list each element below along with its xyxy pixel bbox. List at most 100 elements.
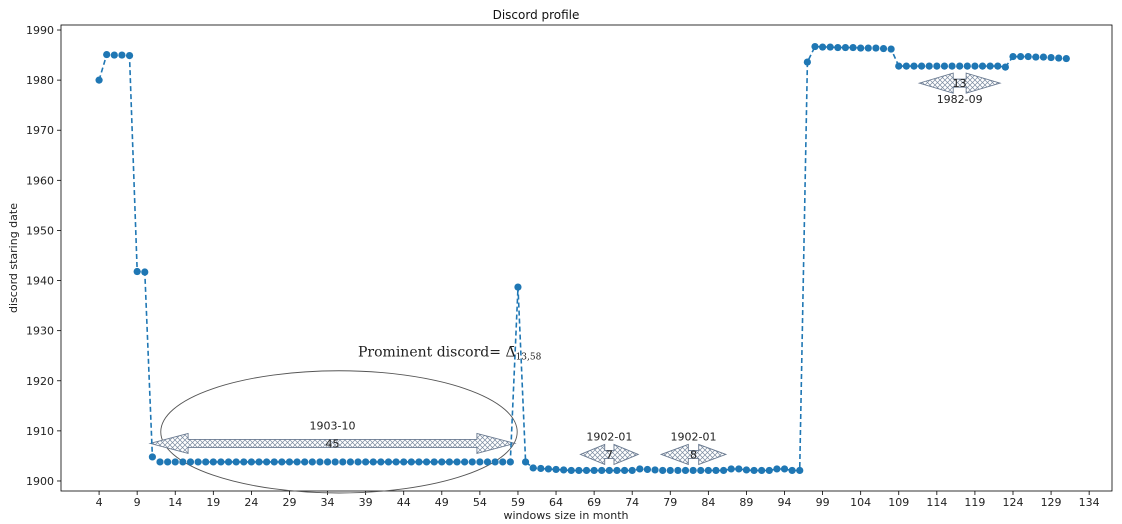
duration-arrow [917, 72, 1002, 94]
data-point [301, 458, 309, 466]
data-point [1062, 54, 1070, 63]
data-point [263, 458, 271, 466]
data-point [552, 465, 560, 474]
x-tick-label: 69 [587, 496, 601, 509]
data-point [400, 458, 408, 466]
x-tick-label: 89 [739, 496, 753, 509]
data-point [857, 44, 865, 52]
data-point [415, 458, 423, 466]
data-point [125, 51, 134, 60]
annotation-count-label: 45 [326, 437, 340, 450]
data-point [316, 458, 324, 466]
data-point [240, 458, 248, 466]
y-tick-label: 1960 [26, 174, 54, 187]
data-point [948, 62, 956, 70]
data-point [422, 458, 431, 466]
x-tick-label: 79 [663, 496, 677, 509]
x-tick-label: 4 [96, 496, 103, 509]
data-point [491, 458, 499, 466]
data-point [521, 458, 530, 466]
data-point [971, 62, 979, 70]
data-point [590, 466, 598, 475]
data-point [1055, 54, 1063, 62]
x-tick-label: 114 [926, 496, 947, 509]
data-point [514, 283, 522, 291]
data-point [620, 466, 629, 475]
data-point [910, 62, 918, 70]
data-point [773, 465, 781, 473]
data-point [811, 42, 819, 51]
data-point [483, 458, 492, 466]
data-point [963, 62, 971, 70]
data-point [476, 458, 484, 466]
data-point [758, 466, 766, 475]
annotation-count-label: 7 [606, 448, 613, 461]
x-tick-label: 19 [206, 496, 220, 509]
x-tick-label: 119 [964, 496, 985, 509]
data-point [826, 43, 834, 51]
data-point [164, 458, 172, 466]
prominent-discord-symbol: Δ̄ [505, 345, 515, 361]
y-tick-label: 1930 [26, 325, 54, 338]
data-point [567, 466, 575, 475]
data-point [468, 458, 476, 466]
data-point [537, 464, 545, 473]
x-axis-title: windows size in month [503, 509, 628, 522]
data-point [346, 458, 355, 466]
data-point [95, 76, 103, 84]
data-point [1017, 52, 1025, 61]
data-point [293, 458, 301, 466]
data-point [765, 466, 773, 475]
data-point [133, 267, 141, 276]
data-point [918, 62, 926, 70]
data-point [613, 466, 621, 475]
data-point [895, 62, 903, 70]
data-point [118, 51, 126, 59]
y-tick-label: 1990 [26, 24, 54, 37]
data-point [796, 466, 804, 475]
duration-arrow [659, 443, 728, 466]
data-point [940, 62, 949, 70]
data-point [255, 458, 263, 466]
data-point [803, 58, 811, 66]
data-point [278, 458, 286, 466]
data-point [247, 458, 255, 466]
annotation-date-label: 1902-01 [671, 430, 717, 443]
data-point [461, 458, 469, 466]
x-tick-label: 124 [1002, 496, 1023, 509]
data-point [1009, 52, 1017, 61]
x-tick-label: 104 [850, 496, 871, 509]
data-point [1024, 52, 1032, 61]
data-point [179, 458, 187, 466]
data-point [994, 62, 1002, 70]
data-point [331, 458, 339, 466]
data-point [270, 458, 278, 466]
data-point [377, 458, 385, 466]
data-point [902, 62, 910, 70]
data-point [156, 458, 164, 466]
data-point [598, 466, 606, 475]
x-tick-label: 64 [549, 496, 563, 509]
chart-title: Discord profile [493, 8, 580, 22]
data-point [780, 465, 789, 473]
prominent-discord-subscript: 13,58 [516, 353, 542, 363]
x-tick-label: 39 [359, 496, 373, 509]
x-tick-label: 24 [244, 496, 258, 509]
data-point [879, 44, 888, 53]
x-tick-label: 134 [1079, 496, 1100, 509]
data-point [323, 458, 332, 466]
data-point [438, 458, 446, 466]
data-point [1039, 53, 1048, 61]
data-point [636, 465, 644, 473]
data-point [194, 458, 202, 466]
y-axis-title: discord staring date [7, 203, 20, 313]
data-point [750, 466, 758, 475]
data-point [666, 466, 674, 475]
data-point [697, 466, 705, 475]
data-point [849, 43, 857, 52]
data-point [285, 458, 294, 466]
data-point [110, 51, 118, 59]
data-point [986, 62, 994, 70]
data-point [369, 458, 377, 466]
